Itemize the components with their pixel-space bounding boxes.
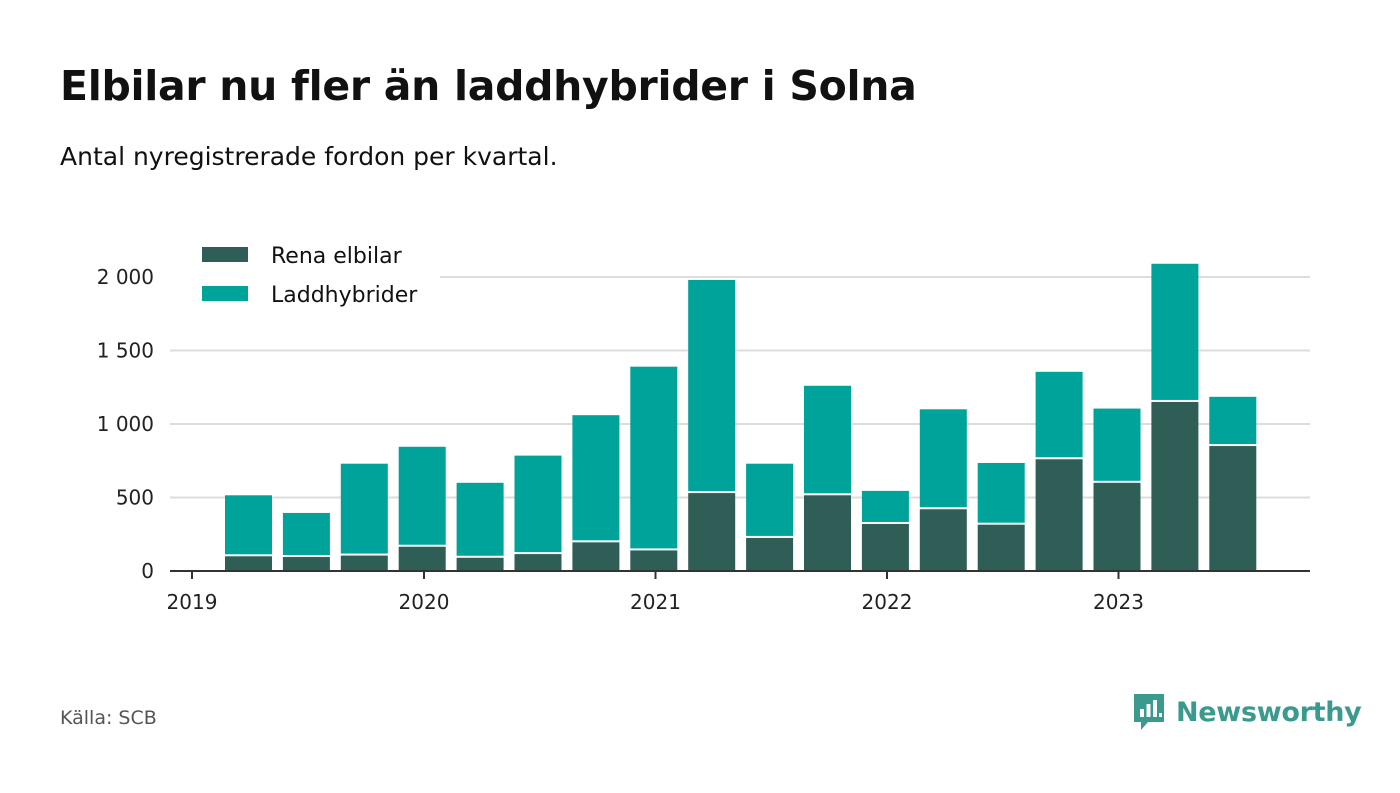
stacked-bar-chart: 0 500 1 000 1 500 2 000 2019 2020 2021 2022 2023… [96, 232, 1310, 614]
bar-rena-elbilar [746, 537, 794, 571]
bar-laddhybrider [804, 385, 851, 494]
bar-rena-elbilar [977, 524, 1025, 571]
x-axis-labels: 2019 2020 2021 2022 2023 [167, 590, 1144, 614]
bars [225, 263, 1257, 571]
legend-swatch-laddhybrider [202, 286, 248, 301]
legend-label-rena-elbilar: Rena elbilar [271, 244, 403, 269]
chart-subtitle: Antal nyregistrerade fordon per kvartal. [60, 142, 558, 171]
bar-laddhybrider [1151, 263, 1199, 400]
brand-logo: Newsworthy [1132, 690, 1362, 734]
bar-rena-elbilar [630, 550, 678, 571]
bar-laddhybrider [861, 490, 909, 522]
bar-rena-elbilar [282, 557, 330, 571]
bar-laddhybrider [919, 409, 967, 508]
bar-rena-elbilar [861, 523, 909, 571]
bar-laddhybrider [340, 463, 388, 554]
bar-laddhybrider [688, 279, 736, 492]
legend-label-laddhybrider: Laddhybrider [271, 283, 418, 308]
bar-rena-elbilar [572, 542, 620, 571]
y-tick-label: 1 500 [97, 339, 154, 363]
y-tick-label: 1 000 [97, 412, 154, 436]
x-tick-label: 2023 [1093, 590, 1144, 614]
bar-rena-elbilar [1209, 446, 1257, 571]
source-note: Källa: SCB [60, 707, 157, 729]
x-tick-label: 2021 [630, 590, 681, 614]
y-tick-label: 500 [116, 486, 154, 510]
bar-laddhybrider [1035, 371, 1083, 458]
x-tick-label: 2019 [167, 590, 218, 614]
bar-rena-elbilar [688, 493, 736, 571]
bar-rena-elbilar [514, 554, 562, 571]
bar-rena-elbilar [1151, 401, 1199, 571]
bar-laddhybrider [514, 455, 562, 553]
bar-laddhybrider [456, 482, 504, 556]
x-tick-label: 2022 [862, 590, 913, 614]
newsworthy-logo-icon [1134, 694, 1164, 730]
bar-rena-elbilar [919, 509, 967, 571]
bar-rena-elbilar [1093, 482, 1141, 571]
bar-laddhybrider [630, 366, 678, 549]
y-tick-label: 2 000 [97, 265, 154, 289]
bar-laddhybrider [1209, 396, 1257, 445]
chart-title: Elbilar nu fler än laddhybrider i Solna [60, 62, 917, 110]
x-tick-label: 2020 [399, 590, 450, 614]
bar-rena-elbilar [340, 555, 388, 571]
bar-laddhybrider [746, 463, 794, 536]
bar-rena-elbilar [804, 495, 851, 571]
brand-name: Newsworthy [1176, 696, 1362, 728]
bar-rena-elbilar [398, 546, 446, 571]
y-axis-labels: 0 500 1 000 1 500 2 000 [97, 265, 154, 583]
bar-rena-elbilar [225, 556, 272, 571]
x-axis [170, 570, 1310, 579]
y-tick-label: 0 [141, 559, 154, 583]
legend-swatch-rena-elbilar [202, 247, 248, 262]
bar-laddhybrider [572, 415, 620, 541]
bar-laddhybrider [1093, 408, 1141, 481]
bar-laddhybrider [282, 512, 330, 556]
bar-rena-elbilar [1035, 459, 1083, 571]
bar-laddhybrider [398, 446, 446, 545]
bar-laddhybrider [225, 495, 272, 555]
legend: Rena elbilar Laddhybrider [170, 232, 440, 320]
bar-rena-elbilar [456, 557, 504, 571]
bar-laddhybrider [977, 462, 1025, 523]
